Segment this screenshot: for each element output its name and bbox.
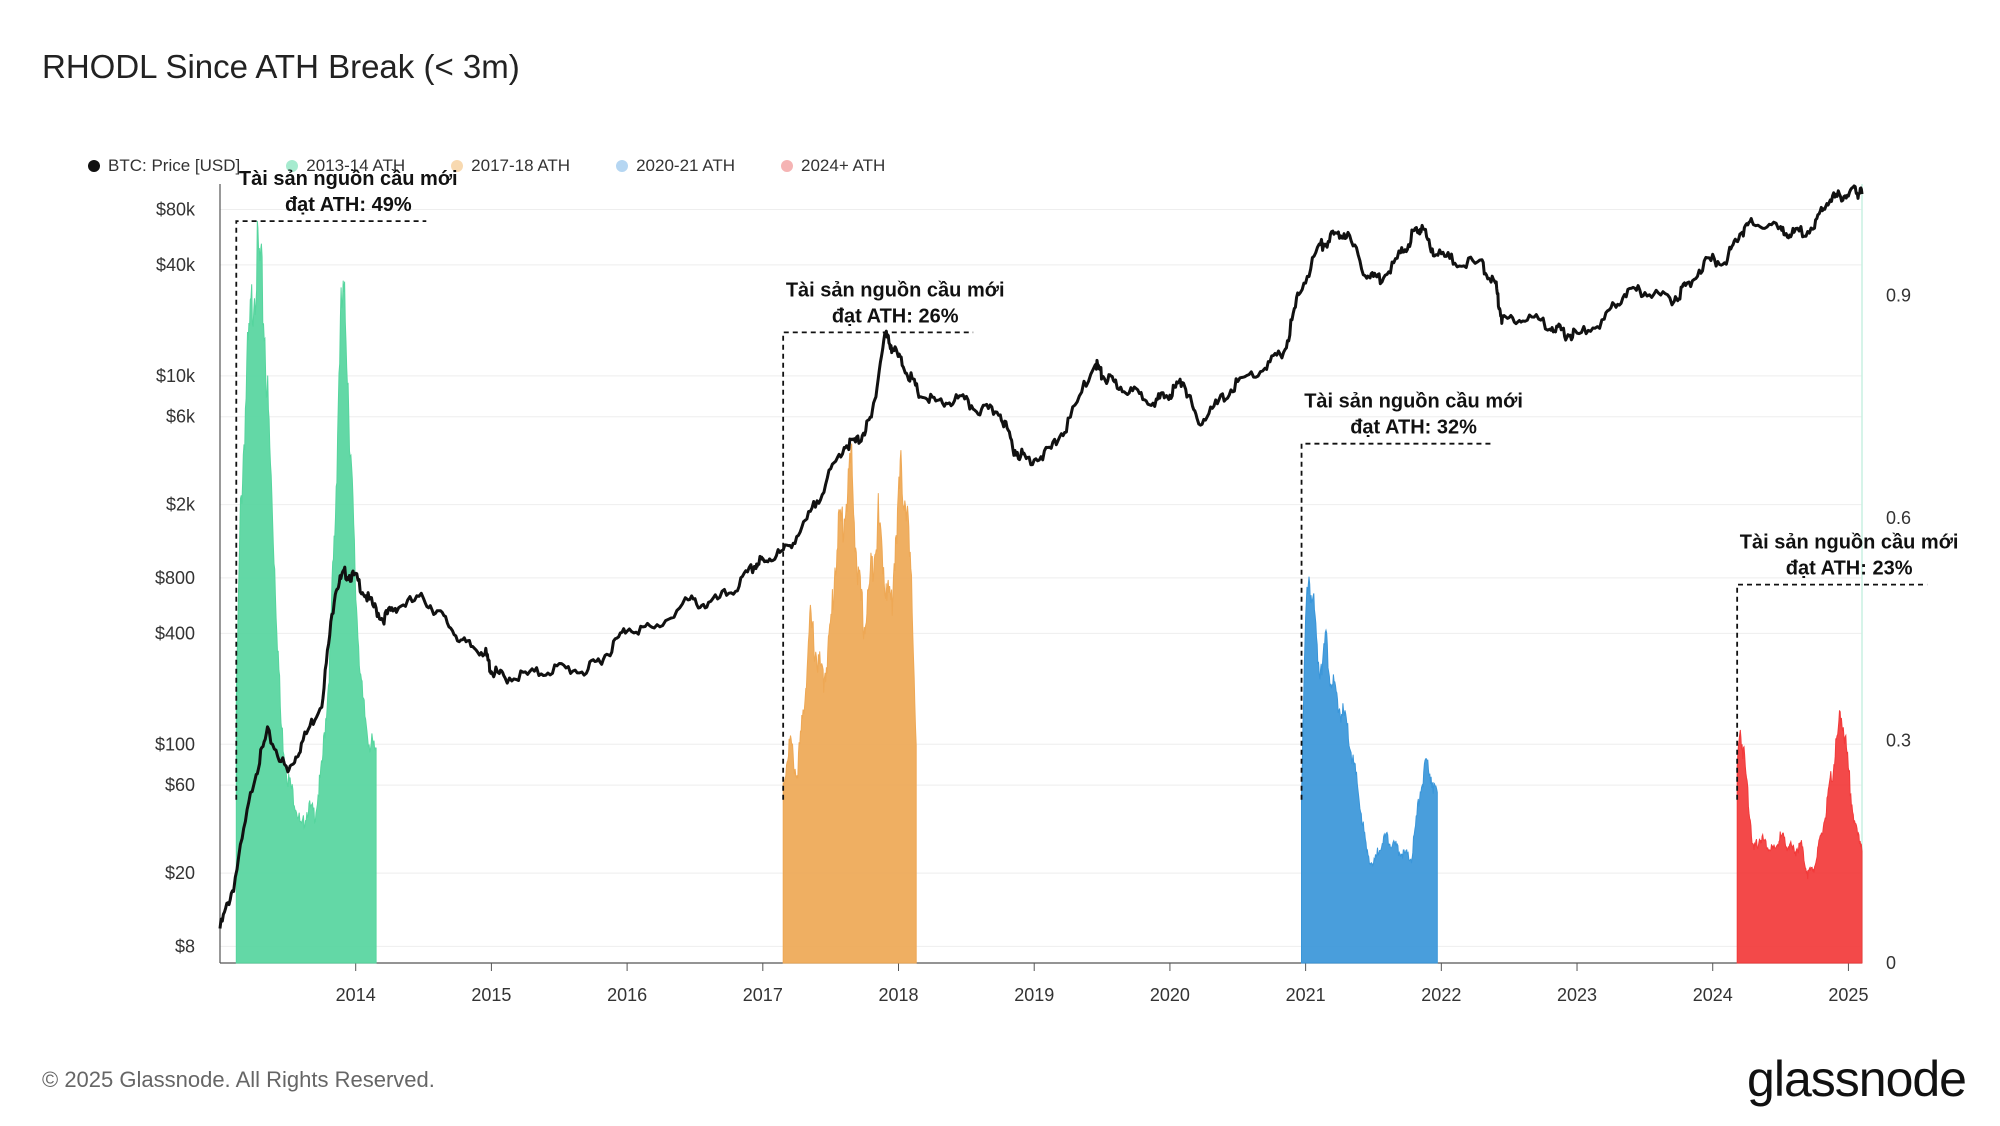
y-right-tick-label: 0 [1886, 953, 1896, 973]
legend-item-2020[interactable]: 2020-21 ATH [616, 156, 735, 176]
legend-item-2024[interactable]: 2024+ ATH [781, 156, 885, 176]
annotation-bracket-1 [782, 331, 974, 800]
legend-label-2017: 2017-18 ATH [471, 156, 571, 175]
x-tick-label-2017: 2017 [743, 985, 783, 1005]
annotation-value-2: đạt ATH: 32% [1350, 417, 1477, 439]
y-left-tick-label: $400 [155, 623, 195, 643]
glassnode-logo: glassnode [1747, 1051, 1967, 1107]
x-tick-label-2018: 2018 [878, 985, 918, 1005]
annotation-label-0: Tài sản nguồn cầu mới [239, 168, 458, 190]
x-tick-label-2020: 2020 [1150, 985, 1190, 1005]
legend-dot-2013 [286, 160, 299, 172]
legend-dot-2017 [451, 160, 464, 172]
annotation-bracket-3 [1736, 583, 1928, 800]
y-left-tick-label: $2k [166, 495, 196, 515]
y-right-tick-label: 0.3 [1886, 730, 1911, 750]
legend-item-price[interactable]: BTC: Price [USD] [88, 156, 240, 176]
annotation-bracket-0 [235, 220, 427, 800]
annotation-label-3: Tài sản nguồn cầu mới [1740, 532, 1959, 554]
legend-label-2020: 2020-21 ATH [636, 156, 736, 175]
y-left-tick-label: $6k [166, 407, 196, 427]
legend-label-2013: 2013-14 ATH [306, 156, 406, 175]
x-tick-label-2025: 2025 [1828, 985, 1868, 1005]
y-left-tick-label: $40k [156, 255, 196, 275]
btc-price-line [218, 184, 1864, 929]
rhodl-area-2017-18-ATH [782, 443, 917, 964]
y-left-tick-label: $10k [156, 366, 196, 386]
legend-dot-2024 [781, 160, 794, 172]
x-tick-label-2021: 2021 [1286, 985, 1326, 1005]
y-left-tick-label: $80k [156, 199, 196, 219]
legend-item-2017[interactable]: 2017-18 ATH [451, 156, 570, 176]
copyright-footer: © 2025 Glassnode. All Rights Reserved. [42, 1067, 435, 1092]
y-left-tick-label: $100 [155, 734, 195, 754]
y-left-tick-label: $60 [165, 775, 195, 795]
annotation-value-3: đạt ATH: 23% [1786, 558, 1913, 580]
legend-label-2024: 2024+ ATH [801, 156, 886, 175]
x-tick-label-2022: 2022 [1421, 985, 1461, 1005]
y-left-tick-label: $20 [165, 863, 195, 883]
x-tick-label-2014: 2014 [336, 985, 376, 1005]
x-tick-label-2023: 2023 [1557, 985, 1597, 1005]
rhodl-area-2024-ATH [1736, 710, 1863, 964]
legend: BTC: Price [USD] 2013-14 ATH 2017-18 ATH… [88, 156, 931, 176]
annotation-value-0: đạt ATH: 49% [285, 194, 412, 216]
chart-title: RHODL Since ATH Break (< 3m) [42, 48, 520, 85]
legend-label-price: BTC: Price [USD] [108, 156, 241, 175]
annotation-label-2: Tài sản nguồn cầu mới [1304, 391, 1523, 413]
y-left-tick-label: $800 [155, 568, 195, 588]
annotation-label-1: Tài sản nguồn cầu mới [786, 279, 1005, 301]
legend-item-2013[interactable]: 2013-14 ATH [286, 156, 405, 176]
legend-dot-price [88, 160, 100, 172]
legend-dot-2020 [616, 160, 629, 172]
y-left-tick-label: $8 [175, 936, 195, 956]
x-tick-label-2015: 2015 [471, 985, 511, 1005]
rhodl-area-2013-14-ATH [235, 220, 377, 964]
annotation-bracket-2 [1300, 442, 1492, 800]
y-right-tick-label: 0.9 [1886, 285, 1911, 305]
y-right-tick-label: 0.6 [1886, 508, 1911, 528]
x-tick-label-2024: 2024 [1693, 985, 1733, 1005]
x-tick-label-2019: 2019 [1014, 985, 1054, 1005]
annotation-value-1: đạt ATH: 26% [832, 305, 959, 327]
rhodl-area-2020-21-ATH [1301, 576, 1438, 964]
x-tick-label-2016: 2016 [607, 985, 647, 1005]
